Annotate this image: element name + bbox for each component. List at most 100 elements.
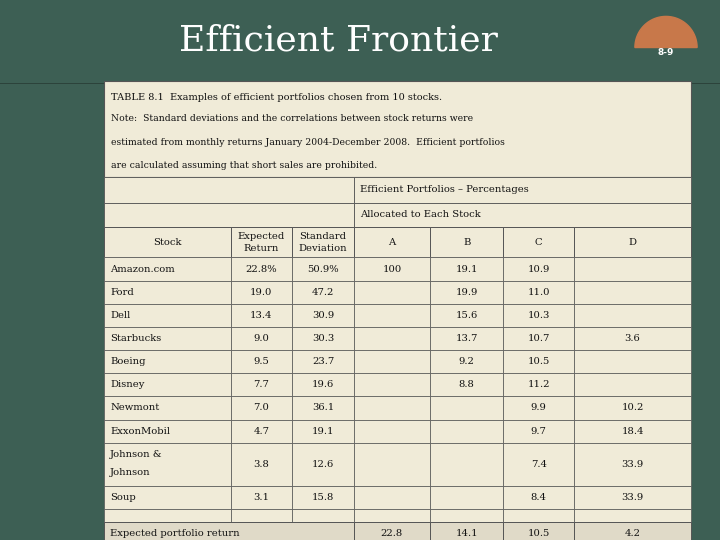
Text: Starbucks: Starbucks — [110, 334, 161, 343]
Text: TABLE 8.1  Examples of efficient portfolios chosen from 10 stocks.: TABLE 8.1 Examples of efficient portfoli… — [112, 93, 443, 103]
Bar — [230, 396, 292, 420]
Bar — [292, 396, 354, 420]
Bar — [104, 327, 230, 350]
Bar — [430, 304, 503, 327]
Text: Efficient Frontier: Efficient Frontier — [179, 23, 498, 57]
Text: 47.2: 47.2 — [312, 288, 334, 296]
Text: 13.4: 13.4 — [250, 311, 273, 320]
Bar — [104, 396, 230, 420]
Bar — [230, 373, 292, 396]
Text: 13.7: 13.7 — [456, 334, 478, 343]
Bar — [354, 373, 430, 396]
Bar — [292, 420, 354, 443]
Bar — [292, 281, 354, 304]
Bar — [292, 509, 354, 522]
Bar — [292, 304, 354, 327]
Bar — [574, 304, 691, 327]
Text: Newmont: Newmont — [110, 403, 160, 413]
Bar — [104, 258, 230, 281]
Text: 19.1: 19.1 — [312, 427, 334, 436]
Text: 10.9: 10.9 — [528, 265, 550, 273]
Bar — [574, 420, 691, 443]
Bar — [230, 227, 292, 258]
Bar — [503, 373, 574, 396]
Bar — [503, 327, 574, 350]
Text: 100: 100 — [382, 265, 402, 273]
Bar — [354, 509, 430, 522]
Text: Note:  Standard deviations and the correlations between stock returns were: Note: Standard deviations and the correl… — [112, 114, 474, 124]
Text: Standard: Standard — [300, 232, 346, 241]
Bar — [354, 443, 430, 486]
Text: 18.4: 18.4 — [621, 427, 644, 436]
Text: 19.6: 19.6 — [312, 380, 334, 389]
Bar — [430, 350, 503, 373]
Text: Soup: Soup — [110, 493, 136, 502]
Bar — [104, 202, 354, 227]
Text: 7.0: 7.0 — [253, 403, 269, 413]
Text: 11.0: 11.0 — [527, 288, 550, 296]
Bar — [104, 227, 230, 258]
Bar — [430, 327, 503, 350]
Text: 15.8: 15.8 — [312, 493, 334, 502]
Text: Return: Return — [243, 245, 279, 253]
Text: Disney: Disney — [110, 380, 145, 389]
Bar — [230, 420, 292, 443]
Bar — [503, 420, 574, 443]
Bar — [292, 443, 354, 486]
Text: ExxonMobil: ExxonMobil — [110, 427, 170, 436]
Bar — [230, 443, 292, 486]
Bar — [104, 281, 230, 304]
Bar — [503, 486, 574, 509]
Bar — [354, 258, 430, 281]
Text: 23.7: 23.7 — [312, 357, 334, 366]
Text: 10.3: 10.3 — [528, 311, 550, 320]
Text: 10.5: 10.5 — [528, 357, 550, 366]
Bar — [104, 304, 230, 327]
Text: 22.8: 22.8 — [381, 529, 403, 538]
Bar — [574, 258, 691, 281]
Bar — [430, 522, 503, 540]
Bar — [430, 486, 503, 509]
Text: 10.2: 10.2 — [621, 403, 644, 413]
Bar — [354, 227, 430, 258]
Bar — [430, 443, 503, 486]
Bar — [354, 420, 430, 443]
Bar — [230, 258, 292, 281]
Bar — [104, 373, 230, 396]
Bar — [430, 396, 503, 420]
Text: Johnson &: Johnson & — [110, 450, 163, 460]
Text: Johnson: Johnson — [110, 469, 151, 477]
Text: 30.3: 30.3 — [312, 334, 334, 343]
Bar — [104, 350, 230, 373]
Text: 7.7: 7.7 — [253, 380, 269, 389]
Text: 10.7: 10.7 — [528, 334, 550, 343]
Bar — [104, 486, 230, 509]
Text: 19.0: 19.0 — [250, 288, 273, 296]
Bar — [230, 304, 292, 327]
Bar — [230, 486, 292, 509]
Text: 11.2: 11.2 — [527, 380, 550, 389]
Bar — [104, 81, 691, 177]
Bar — [230, 509, 292, 522]
Bar — [503, 304, 574, 327]
Bar — [574, 373, 691, 396]
Bar — [503, 443, 574, 486]
Text: Allocated to Each Stock: Allocated to Each Stock — [360, 211, 480, 219]
Bar — [430, 373, 503, 396]
Text: 8-9: 8-9 — [658, 48, 674, 57]
Bar — [292, 350, 354, 373]
Bar — [430, 258, 503, 281]
Text: D: D — [629, 238, 636, 247]
Bar — [574, 350, 691, 373]
Text: 22.8%: 22.8% — [246, 265, 277, 273]
Text: 9.2: 9.2 — [459, 357, 474, 366]
Text: 9.9: 9.9 — [531, 403, 546, 413]
Text: Amazon.com: Amazon.com — [110, 265, 175, 273]
Bar — [104, 177, 354, 202]
Text: A: A — [388, 238, 395, 247]
Text: Dell: Dell — [110, 311, 130, 320]
Text: Stock: Stock — [153, 238, 181, 247]
Text: 33.9: 33.9 — [621, 493, 644, 502]
Text: 4.2: 4.2 — [624, 529, 641, 538]
Bar — [230, 350, 292, 373]
